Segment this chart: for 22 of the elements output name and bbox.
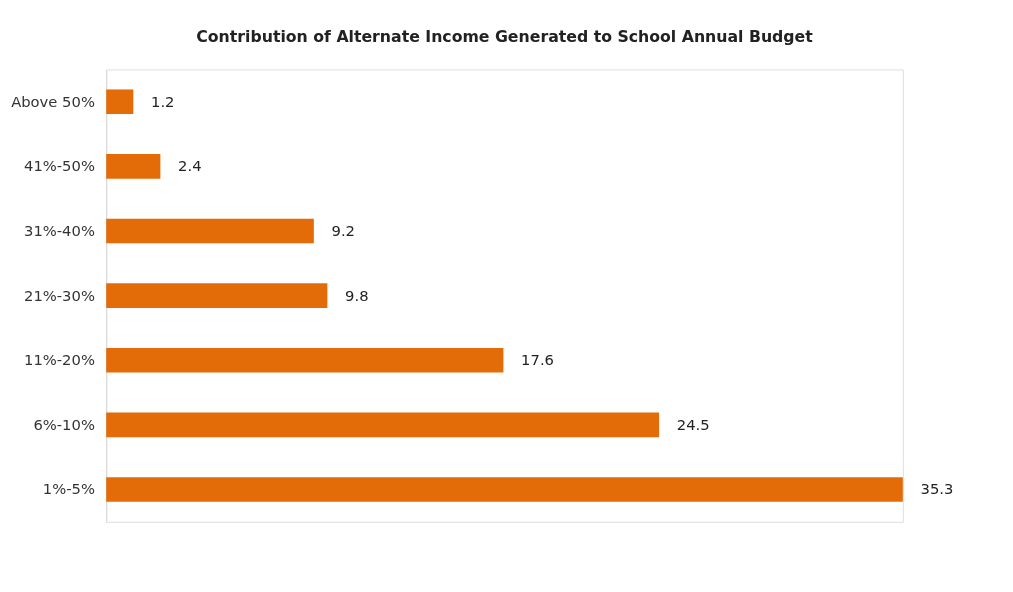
y-tick-label: Above 50% [11, 92, 95, 110]
bar [106, 218, 314, 244]
y-tick-label: 41%-50% [24, 157, 95, 175]
y-tick-label: 1%-5% [42, 480, 95, 498]
bar [106, 89, 134, 115]
y-tick-label: 6%-10% [33, 415, 95, 433]
y-tick-label: 21%-30% [24, 286, 95, 304]
data-label: 1.2 [151, 92, 175, 110]
data-label: 35.3 [920, 480, 954, 498]
chart-title: Contribution of Alternate Income Generated to School Annual Budget [196, 26, 814, 46]
data-label: 9.8 [345, 286, 369, 304]
data-label: 24.5 [676, 415, 710, 433]
bar [106, 154, 161, 179]
y-tick-label: 31%-40% [24, 221, 95, 239]
data-label: 2.4 [178, 157, 202, 175]
y-tick-label: 11%-20% [24, 351, 95, 369]
bar [106, 412, 660, 438]
bar [106, 477, 903, 502]
data-label: 9.2 [331, 221, 356, 239]
bar [106, 283, 328, 308]
data-label: 17.6 [521, 351, 554, 369]
bar [106, 347, 504, 373]
